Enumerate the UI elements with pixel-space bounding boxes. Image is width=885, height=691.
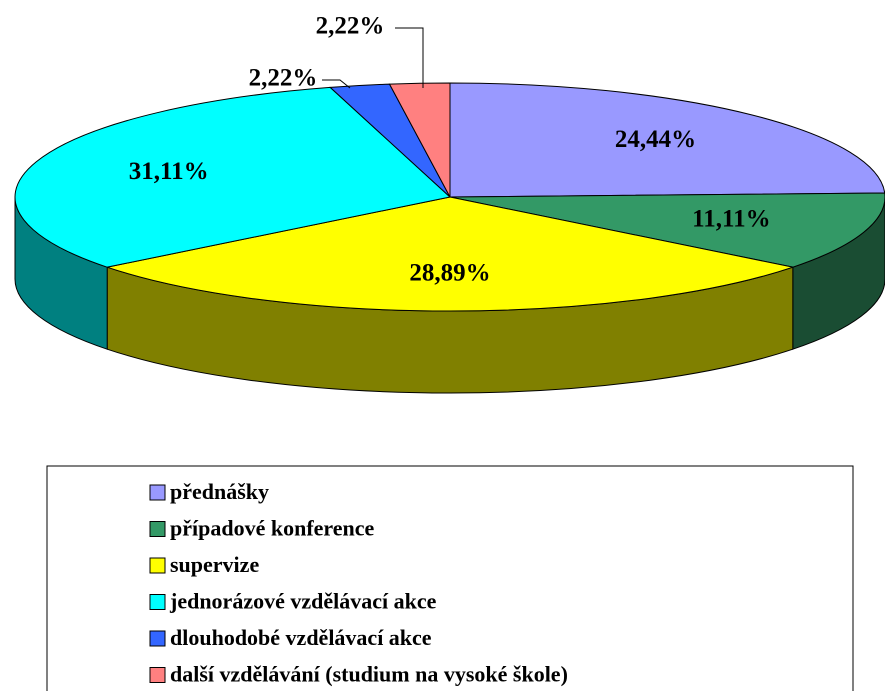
legend-swatch bbox=[149, 557, 166, 574]
legend-swatch bbox=[149, 484, 166, 501]
slice-top bbox=[105, 196, 795, 312]
pie-slice bbox=[449, 192, 885, 350]
pie-slice bbox=[449, 82, 885, 198]
data-label: 2,22% bbox=[316, 13, 385, 40]
leader-line bbox=[395, 27, 424, 88]
legend-label: přednášky bbox=[170, 479, 269, 504]
legend-label: dlouhodobé vzdělávací akce bbox=[170, 625, 432, 650]
legend-label: další vzdělávání (studium na vysoké škol… bbox=[170, 662, 568, 687]
data-label: 24,44% bbox=[615, 126, 696, 153]
slice-top bbox=[14, 86, 452, 268]
legend-label: supervize bbox=[170, 552, 259, 577]
legend-label: jednorázové vzdělávací akce bbox=[169, 589, 437, 614]
pie-slice bbox=[388, 82, 451, 198]
pie-slice bbox=[14, 86, 452, 350]
slice-top bbox=[449, 82, 885, 198]
data-label: 11,11% bbox=[692, 206, 771, 233]
legend-swatch bbox=[149, 594, 166, 610]
legend-box bbox=[46, 465, 854, 691]
legend-swatch bbox=[149, 521, 166, 537]
leader-line bbox=[322, 79, 351, 89]
legend-swatch bbox=[149, 630, 166, 647]
legend-label: případové konference bbox=[170, 516, 375, 541]
slice-top bbox=[388, 82, 451, 198]
data-label: 28,89% bbox=[409, 259, 490, 286]
data-label: 2,22% bbox=[249, 65, 318, 92]
data-label: 31,11% bbox=[129, 158, 209, 185]
legend-swatch bbox=[149, 667, 166, 683]
